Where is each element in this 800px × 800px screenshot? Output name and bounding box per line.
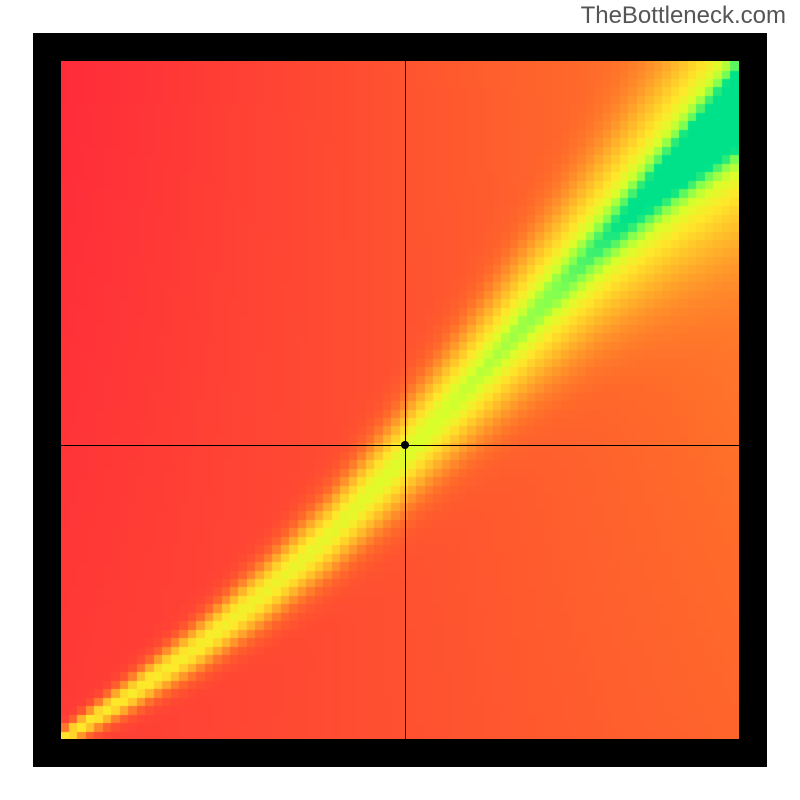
watermark-text: TheBottleneck.com bbox=[581, 2, 786, 30]
bottleneck-chart-container: TheBottleneck.com bbox=[0, 0, 800, 800]
crosshair-marker bbox=[401, 441, 409, 449]
chart-black-frame bbox=[33, 33, 767, 767]
crosshair-vertical bbox=[405, 61, 406, 739]
bottleneck-heatmap bbox=[61, 61, 739, 739]
